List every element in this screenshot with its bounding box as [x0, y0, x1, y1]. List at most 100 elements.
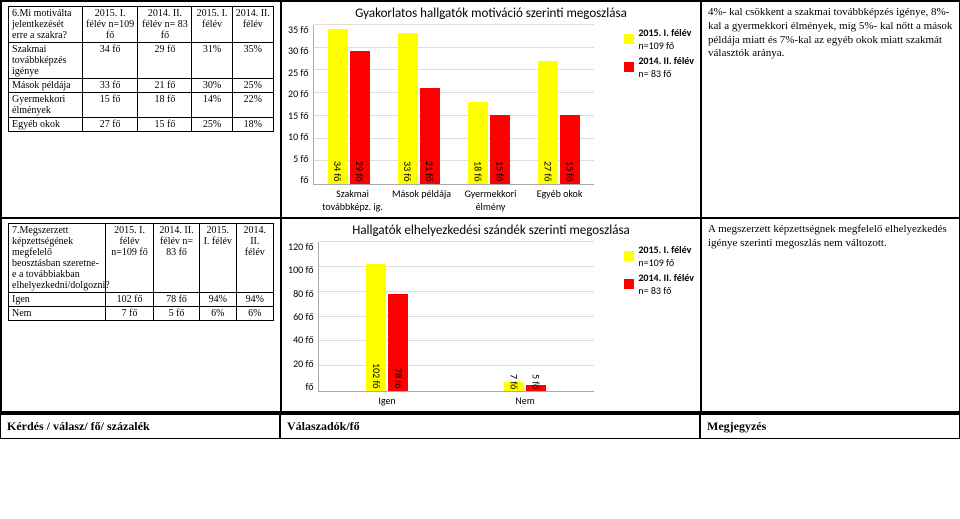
legend-label: 2015. I. félévn=109 fő [638, 26, 691, 52]
footer-row: Kérdés / válasz/ fő/ százalék Válaszadók… [0, 413, 960, 439]
col-header: 2014. II. félév n= 83 fő [154, 224, 200, 293]
row-label: Igen [9, 293, 106, 307]
bar-group: 27 fő 15 fő [524, 61, 594, 184]
row-label: Gyermekkori élmények [9, 93, 83, 118]
col-header: 2015. I. félév [192, 7, 232, 43]
chart-title: Hallgatók elhelyezkedési szándék szerint… [288, 223, 694, 238]
plot: 34 fő 29 fő 33 fő 21 fő 18 fő 15 fő 27 fő 15 fő [313, 25, 594, 185]
data-cell: 94% [236, 293, 273, 307]
data-cell: 33 fő [82, 79, 138, 93]
data-cell: 18% [232, 118, 273, 132]
question-cell: 6.Mi motiválta jelentkezését erre a szak… [9, 7, 83, 43]
y-tick: 100 fő [288, 265, 314, 275]
row-label: Egyéb okok [9, 118, 83, 132]
cell-chart-1: Gyakorlatos hallgatók motiváció szerinti… [281, 1, 701, 218]
legend-label: 2014. II. félévn= 83 fő [638, 54, 694, 80]
legend-swatch [624, 62, 634, 72]
col-header: 2015. I. félév n=109 fő [106, 224, 154, 293]
legend-row: 2014. II. félévn= 83 fő [624, 54, 694, 80]
y-tick: 60 fő [288, 312, 314, 322]
y-tick: 25 fő [288, 68, 309, 78]
y-tick: 80 fő [288, 289, 314, 299]
y-tick: 10 fő [288, 132, 309, 142]
col-header: 2014. II. félév [232, 7, 273, 43]
main-grid: 6.Mi motiválta jelentkezését erre a szak… [0, 0, 960, 413]
legend-swatch [624, 251, 634, 261]
y-tick: 120 fő [288, 242, 314, 252]
bar-group: 34 fő 29 fő [314, 29, 384, 184]
bar-label: 21 fő [423, 161, 436, 182]
y-tick: 30 fő [288, 46, 309, 56]
bar-group: 18 fő 15 fő [454, 102, 524, 184]
row-label: Szakmai továbbképzés igénye [9, 43, 83, 79]
bar-label: 5 fő [530, 374, 543, 389]
col-header: 2014. II. félév n= 83 fő [138, 7, 192, 43]
y-tick: 15 fő [288, 111, 309, 121]
chart-title: Gyakorlatos hallgatók motiváció szerinti… [288, 6, 694, 21]
y-tick: fő [288, 175, 309, 185]
y-tick: 35 fő [288, 25, 309, 35]
data-cell: 94% [199, 293, 236, 307]
col-header: 2015. I. félév n=109 fő [82, 7, 138, 43]
data-cell: 25% [192, 118, 232, 132]
x-tick: Egyéb okok [525, 187, 594, 213]
data-cell: 14% [192, 93, 232, 118]
bar-wrap: 34 fő [328, 29, 348, 184]
question-cell: 7.Megszerzett képzettségének megfelelő b… [9, 224, 106, 293]
cell-chart-2: Hallgatók elhelyezkedési szándék szerint… [281, 218, 701, 412]
bar-group: 7 fő5 fő [456, 382, 594, 391]
bar-wrap: 21 fő [420, 88, 440, 184]
bar-wrap: 78 fő [388, 294, 408, 392]
data-cell: 102 fő [106, 293, 154, 307]
plot: 102 fő78 fő7 fő5 fő [318, 242, 594, 392]
y-tick: 5 fő [288, 154, 309, 164]
legend-row: 2015. I. félévn=109 fő [624, 26, 694, 52]
data-cell: 15 fő [82, 93, 138, 118]
legend-swatch [624, 279, 634, 289]
bar-label: 29 fő [353, 161, 366, 182]
cell-table-2: 7.Megszerzett képzettségének megfelelő b… [1, 218, 281, 412]
bar-wrap: 15 fő [490, 115, 510, 184]
y-axis: 120 fő100 fő80 fő60 fő40 fő20 főfő [288, 242, 318, 392]
data-cell: 7 fő [106, 307, 154, 321]
bar-wrap: 29 fő [350, 51, 370, 184]
x-axis: IgenNem [318, 394, 594, 407]
bar-wrap: 102 fő [366, 264, 386, 392]
bar-label: 7 fő [508, 374, 521, 389]
x-axis: Szakmai továbbképz. ig.Mások példájaGyer… [318, 187, 594, 213]
legend-row: 2015. I. félévn=109 fő [624, 243, 694, 269]
y-axis: 35 fő30 fő25 fő20 fő15 fő10 fő5 főfő [288, 25, 313, 185]
data-cell: 30% [192, 79, 232, 93]
x-tick: Nem [485, 394, 565, 407]
y-tick: 20 fő [288, 359, 314, 369]
right-text-2: A megszerzett képzettségnek megfelelő el… [708, 223, 954, 251]
x-tick: Szakmai továbbképz. ig. [318, 187, 387, 213]
data-cell: 22% [232, 93, 273, 118]
legend: 2015. I. félévn=109 fő2014. II. félévn= … [624, 26, 694, 82]
bar-wrap: 15 fő [560, 115, 580, 184]
y-tick: fő [288, 382, 314, 392]
footer-col-3: Megjegyzés [700, 413, 960, 439]
data-cell: 18 fő [138, 93, 192, 118]
table-2: 7.Megszerzett képzettségének megfelelő b… [8, 223, 274, 321]
bar-label: 18 fő [471, 161, 484, 182]
data-cell: 6% [199, 307, 236, 321]
bar-label: 34 fő [331, 161, 344, 182]
footer-col-2: Válaszadók/fő [280, 413, 700, 439]
data-cell: 25% [232, 79, 273, 93]
footer-col-1: Kérdés / válasz/ fő/ százalék [0, 413, 280, 439]
bar-label: 78 fő [392, 368, 405, 389]
legend: 2015. I. félévn=109 fő2014. II. félévn= … [624, 243, 694, 299]
x-tick: Mások példája [387, 187, 456, 213]
bar-wrap: 27 fő [538, 61, 558, 184]
table-1: 6.Mi motiválta jelentkezését erre a szak… [8, 6, 274, 132]
row-label: Nem [9, 307, 106, 321]
col-header: 2014. II. félév [236, 224, 273, 293]
bar-label: 27 fő [541, 161, 554, 182]
col-header: 2015. I. félév [199, 224, 236, 293]
data-cell: 78 fő [154, 293, 200, 307]
data-cell: 27 fő [82, 118, 138, 132]
bar-label: 15 fő [563, 161, 576, 182]
bar-label: 33 fő [401, 161, 414, 182]
cell-table-1: 6.Mi motiválta jelentkezését erre a szak… [1, 1, 281, 218]
